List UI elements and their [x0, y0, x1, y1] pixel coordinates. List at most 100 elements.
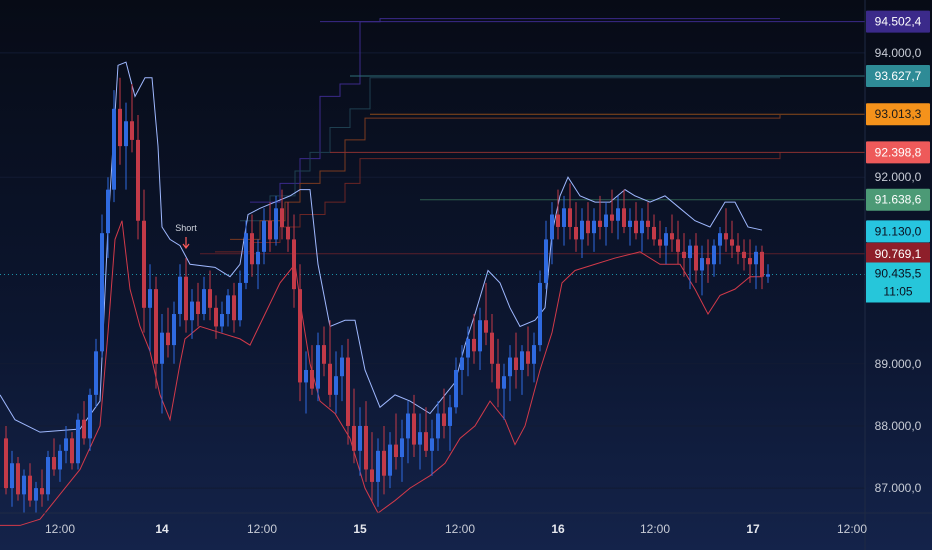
x-tick-label: 12:00	[445, 522, 475, 536]
candle	[82, 401, 86, 445]
candle	[286, 202, 290, 252]
candle-body	[52, 457, 56, 470]
time-axis[interactable]: 12:00 14 12:00 15 12:00 16 12:00 17 12:00	[45, 522, 867, 536]
candle-body	[706, 258, 710, 265]
candle	[682, 233, 686, 277]
candle	[634, 202, 638, 240]
price-badge-label: 94.502,4	[875, 15, 922, 29]
candle-body	[754, 251, 758, 265]
candle-body	[694, 245, 698, 271]
candle	[424, 407, 428, 458]
candle	[400, 419, 404, 482]
candle-body	[628, 220, 632, 227]
candle	[580, 208, 584, 259]
candle	[460, 345, 464, 395]
candle	[712, 239, 716, 277]
candle	[604, 202, 608, 246]
lower-band	[0, 220, 762, 526]
stair-line-1	[240, 77, 780, 222]
candle-body	[376, 450, 380, 482]
candle-body	[508, 357, 512, 377]
candle-body	[292, 239, 296, 290]
candle-body	[232, 295, 236, 321]
candle-body	[766, 274, 770, 277]
candle	[328, 320, 332, 408]
candle	[310, 345, 314, 395]
candle-body	[658, 239, 662, 246]
candle-body	[40, 488, 44, 495]
candle-body	[700, 258, 704, 271]
candle	[406, 401, 410, 464]
candle-body	[448, 407, 452, 426]
candle-body	[94, 351, 98, 395]
candle-body	[82, 419, 86, 439]
candle-body	[430, 438, 434, 451]
price-badge-label: 91.638,6	[875, 193, 922, 207]
candle-body	[100, 233, 104, 352]
candle	[412, 394, 416, 458]
candle-body	[406, 413, 410, 439]
y-tick-label: 94.000,0	[875, 46, 922, 60]
candle-body	[178, 276, 182, 315]
candle	[262, 208, 266, 265]
stair-lines	[215, 18, 781, 253]
price-badge: 94.502,4	[866, 10, 930, 33]
candle-body	[28, 475, 32, 501]
candle-body	[760, 251, 764, 277]
candle	[352, 388, 356, 464]
candle	[658, 220, 662, 259]
candle	[646, 202, 650, 240]
candle-body	[46, 457, 50, 495]
candle	[568, 183, 572, 240]
candles	[4, 77, 770, 513]
candle-body	[136, 139, 140, 221]
candle	[70, 432, 74, 470]
candle	[226, 289, 230, 327]
price-badge-label: 93.013,3	[875, 107, 922, 121]
x-tick-label: 16	[551, 522, 565, 536]
candle-body	[526, 351, 530, 364]
candle-body	[562, 208, 566, 227]
candle	[40, 469, 44, 507]
candle-body	[670, 233, 674, 240]
candle	[496, 338, 500, 408]
candle	[112, 90, 116, 203]
candle-body	[634, 220, 638, 234]
candle-body	[160, 332, 164, 364]
candle	[16, 457, 20, 501]
candle-body	[76, 419, 80, 464]
candle	[304, 351, 308, 414]
candle-body	[154, 289, 158, 364]
candle-body	[544, 239, 548, 283]
candle-body	[646, 220, 650, 227]
candle-body	[556, 214, 560, 227]
x-tick-label: 12:00	[45, 522, 75, 536]
price-axis[interactable]: 94.000,0 92.000,0 89.000,0 88.000,0 87.000,0	[875, 46, 922, 495]
channel-bands	[0, 61, 763, 526]
candle-body	[514, 357, 518, 370]
candle	[628, 208, 632, 246]
candle-body	[688, 245, 692, 259]
candle	[514, 332, 518, 389]
candle	[532, 332, 536, 383]
candle	[730, 220, 734, 259]
annotation-label: Short	[175, 223, 197, 233]
candle-body	[322, 345, 326, 364]
candle-body	[214, 307, 218, 327]
candle	[46, 450, 50, 501]
candle	[106, 177, 110, 259]
candle	[316, 332, 320, 402]
candle	[616, 195, 620, 240]
candle	[454, 357, 458, 414]
candle-body	[124, 121, 128, 147]
candle-body	[436, 413, 440, 439]
candle-body	[172, 314, 176, 346]
candle-body	[70, 438, 74, 464]
candle	[172, 301, 176, 364]
price-badge: 93.627,7	[866, 65, 930, 88]
candle	[436, 401, 440, 451]
candle-body	[106, 189, 110, 234]
candle-body	[586, 220, 590, 234]
